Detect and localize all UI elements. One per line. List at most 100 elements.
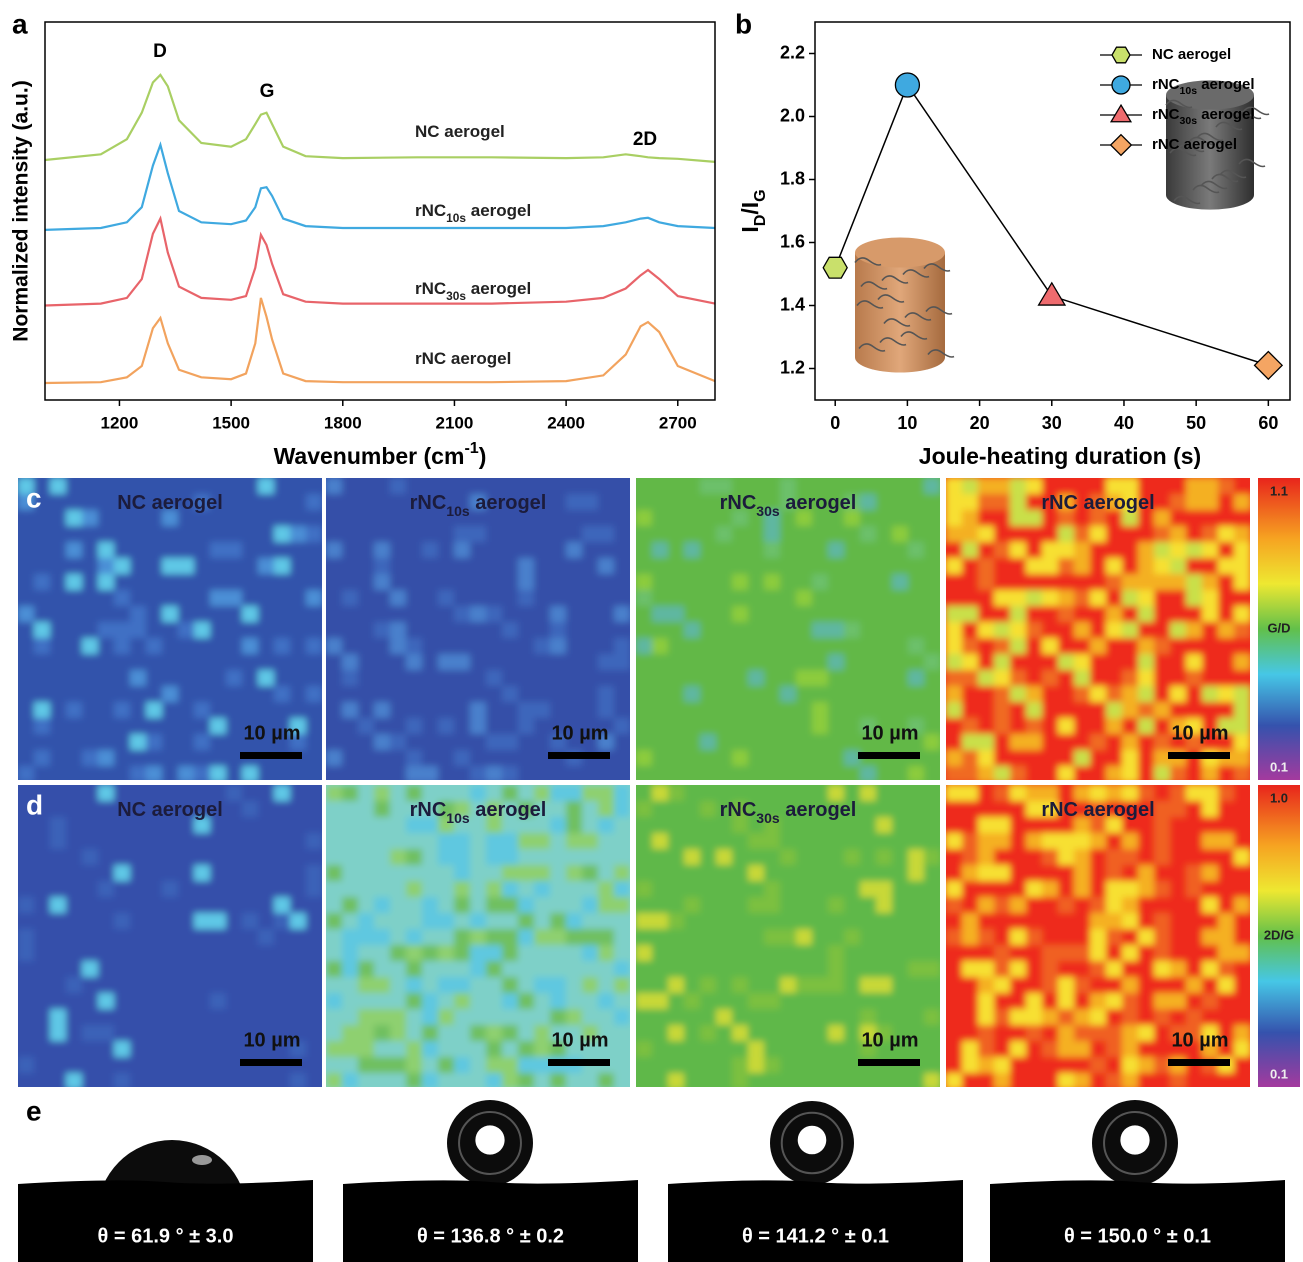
map-pixel bbox=[1154, 913, 1170, 929]
map-pixel bbox=[374, 622, 390, 638]
map-title-part: rNC bbox=[410, 492, 447, 514]
map-pixel bbox=[566, 913, 582, 929]
series-label-part: rNC bbox=[415, 201, 446, 220]
map-pixel bbox=[1170, 1073, 1186, 1089]
map-pixel bbox=[946, 526, 962, 542]
map-pixel bbox=[1218, 526, 1234, 542]
map-pixel bbox=[1234, 897, 1250, 913]
scale-label: 10 µm bbox=[551, 1029, 608, 1051]
map-pixel bbox=[1058, 849, 1074, 865]
map-pixel bbox=[374, 574, 390, 590]
map-pixel bbox=[582, 977, 598, 993]
map-title: NC aerogel bbox=[117, 799, 223, 821]
map-pixel bbox=[828, 622, 844, 638]
peak-label: 2D bbox=[633, 129, 657, 150]
map-pixel bbox=[1186, 494, 1202, 510]
map-pixel bbox=[732, 1025, 748, 1041]
map-pixel bbox=[390, 945, 406, 961]
map-pixel bbox=[1058, 718, 1074, 734]
map-pixel bbox=[502, 766, 518, 782]
y-tick-label: 1.8 bbox=[780, 168, 805, 188]
map-pixel bbox=[748, 670, 764, 686]
map-pixel bbox=[454, 849, 470, 865]
map-pixel bbox=[146, 734, 162, 750]
map-pixel bbox=[326, 750, 342, 766]
map-pixel bbox=[1122, 766, 1138, 782]
map-pixel bbox=[566, 833, 582, 849]
x-axis-title: Joule-heating duration (s) bbox=[919, 443, 1201, 469]
colorbar-max: 1.0 bbox=[1270, 790, 1288, 805]
map-pixel bbox=[946, 670, 962, 686]
series-label-part: NC aerogel bbox=[415, 122, 505, 141]
map-pixel bbox=[374, 785, 390, 801]
map-pixel bbox=[1058, 1009, 1074, 1025]
map-pixel bbox=[1026, 622, 1042, 638]
map-pixel bbox=[1234, 526, 1250, 542]
map-pixel bbox=[764, 526, 780, 542]
map-pixel bbox=[50, 897, 66, 913]
map-pixel bbox=[978, 622, 994, 638]
y-axis-title: Normalized intensity (a.u.) bbox=[10, 80, 33, 341]
x-tick-label: 40 bbox=[1114, 413, 1134, 433]
map-pixel bbox=[1234, 702, 1250, 718]
droplet-highlight bbox=[475, 1125, 504, 1154]
map-pixel bbox=[274, 638, 290, 654]
map-pixel bbox=[764, 574, 780, 590]
scale-label: 10 µm bbox=[1171, 1029, 1228, 1051]
map-pixel bbox=[242, 801, 258, 817]
map-pixel bbox=[668, 977, 684, 993]
map-pixel bbox=[358, 977, 374, 993]
map-pixel bbox=[358, 1009, 374, 1025]
x-tick-label: 2700 bbox=[659, 413, 697, 432]
map-pixel bbox=[550, 929, 566, 945]
map-pixel bbox=[390, 849, 406, 865]
map-pixel bbox=[1106, 702, 1122, 718]
map-pixel bbox=[994, 702, 1010, 718]
x-tick-label: 1500 bbox=[212, 413, 250, 432]
map-pixel bbox=[550, 1009, 566, 1025]
map-pixel bbox=[1186, 1009, 1202, 1025]
map-pixel bbox=[1026, 993, 1042, 1009]
map-pixel bbox=[486, 606, 502, 622]
map-pixel bbox=[652, 833, 668, 849]
colorbar-max: 1.1 bbox=[1270, 483, 1288, 498]
map-pixel bbox=[1074, 558, 1090, 574]
map-pixel bbox=[258, 478, 274, 494]
map-title-part: rNC bbox=[410, 799, 447, 821]
legend-marker bbox=[1112, 47, 1130, 63]
map-pixel bbox=[812, 574, 828, 590]
map-pixel bbox=[34, 622, 50, 638]
map-pixel bbox=[1154, 929, 1170, 945]
map-pixel bbox=[1090, 734, 1106, 750]
map-pixel bbox=[518, 702, 534, 718]
map-pixel bbox=[962, 785, 978, 801]
map-pixel bbox=[732, 606, 748, 622]
map-pixel bbox=[1122, 881, 1138, 897]
map-pixel bbox=[700, 478, 716, 494]
map-pixel bbox=[114, 1073, 130, 1089]
map-pixel bbox=[1154, 766, 1170, 782]
map-pixel bbox=[438, 913, 454, 929]
map-pixel bbox=[66, 542, 82, 558]
map-pixel bbox=[422, 993, 438, 1009]
map-pixel bbox=[764, 929, 780, 945]
map-pixel bbox=[1106, 1073, 1122, 1089]
map-pixel bbox=[534, 833, 550, 849]
map-pixel bbox=[994, 1073, 1010, 1089]
map-pixel bbox=[98, 750, 114, 766]
map-pixel bbox=[306, 638, 322, 654]
map-pixel bbox=[962, 510, 978, 526]
map-pixel bbox=[1202, 785, 1218, 801]
map-pixel bbox=[994, 766, 1010, 782]
map-pixel bbox=[908, 961, 924, 977]
map-pixel bbox=[668, 606, 684, 622]
map-pixel bbox=[598, 654, 614, 670]
map-pixel bbox=[994, 897, 1010, 913]
map-pixel bbox=[274, 913, 290, 929]
scale-bar bbox=[858, 752, 920, 759]
map-pixel bbox=[1122, 849, 1138, 865]
map-pixel bbox=[114, 913, 130, 929]
legend-label: rNC aerogel bbox=[1152, 136, 1237, 153]
map-pixel bbox=[844, 849, 860, 865]
map-pixel bbox=[1122, 574, 1138, 590]
